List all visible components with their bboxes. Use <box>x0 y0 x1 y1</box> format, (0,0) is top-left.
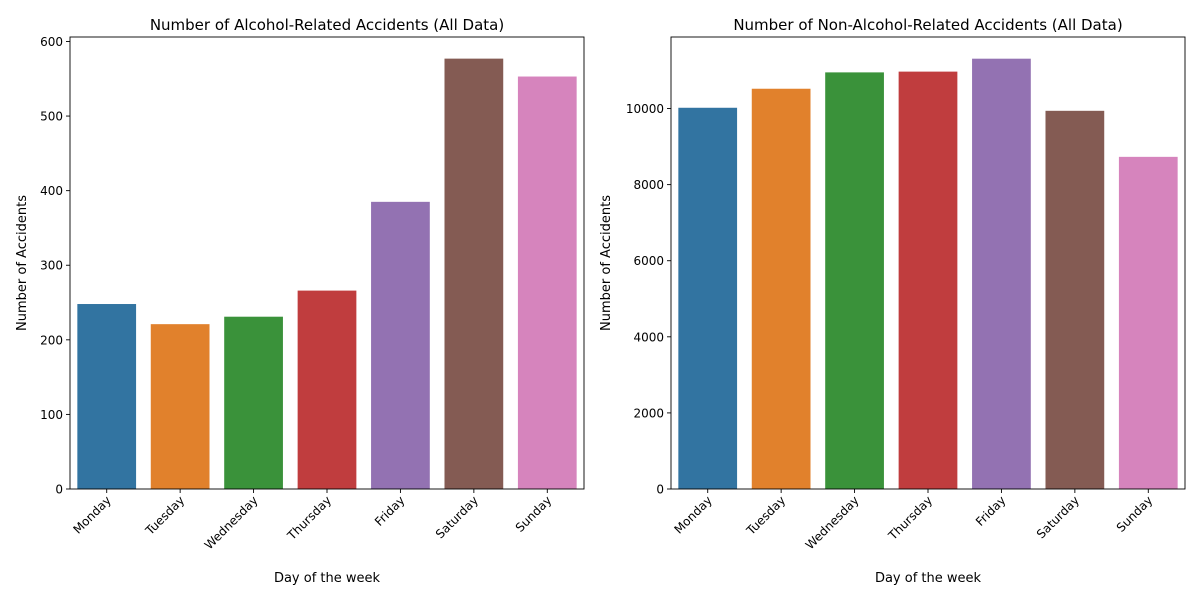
y-tick-label: 10000 <box>626 102 664 116</box>
y-tick-label: 2000 <box>633 406 664 420</box>
y-axis-label: Number of Accidents <box>15 195 30 331</box>
bar-friday <box>371 201 430 489</box>
y-tick-label: 0 <box>656 483 664 497</box>
y-ticks: 0 2000 4000 6000 8000 10000 <box>626 102 671 497</box>
plot-frame <box>69 36 585 490</box>
bar-friday <box>972 58 1031 489</box>
bar-wednesday <box>224 316 283 489</box>
bar-sunday <box>517 76 577 489</box>
y-tick-label: 500 <box>40 110 63 124</box>
bar-sunday <box>1118 156 1178 489</box>
bar-tuesday <box>150 324 210 489</box>
y-tick-label: 0 <box>55 483 63 497</box>
bars <box>77 58 577 489</box>
plot-frame <box>670 36 1186 490</box>
y-tick-label: 6000 <box>633 254 664 268</box>
y-tick-label: 600 <box>40 35 63 49</box>
bar-monday <box>77 304 137 489</box>
bar-monday <box>678 107 738 490</box>
y-tick-label: 100 <box>40 408 63 422</box>
y-tick-label: 200 <box>40 333 63 347</box>
y-tick-label: 4000 <box>633 330 664 344</box>
bars <box>678 58 1178 490</box>
bar-thursday <box>898 71 958 490</box>
y-tick-label: 8000 <box>633 178 664 192</box>
x-axis-label: Day of the week <box>875 571 982 586</box>
y-tick-label: 300 <box>40 259 63 273</box>
bar-thursday <box>297 290 357 489</box>
bar-saturday <box>1045 110 1105 489</box>
chart-title: Number of Non-Alcohol-Related Accidents … <box>733 16 1122 34</box>
bar-saturday <box>444 58 504 489</box>
bar-tuesday <box>751 88 811 490</box>
y-tick-label: 400 <box>40 184 63 198</box>
y-ticks: 0 100 200 300 400 500 600 <box>40 35 70 497</box>
chart-alcohol: Number of Alcohol-Related Accidents (All… <box>15 16 585 586</box>
chart-title: Number of Alcohol-Related Accidents (All… <box>150 16 504 34</box>
x-axis-label: Day of the week <box>274 571 381 586</box>
y-axis-label: Number of Accidents <box>599 195 614 331</box>
bar-wednesday <box>825 72 884 489</box>
